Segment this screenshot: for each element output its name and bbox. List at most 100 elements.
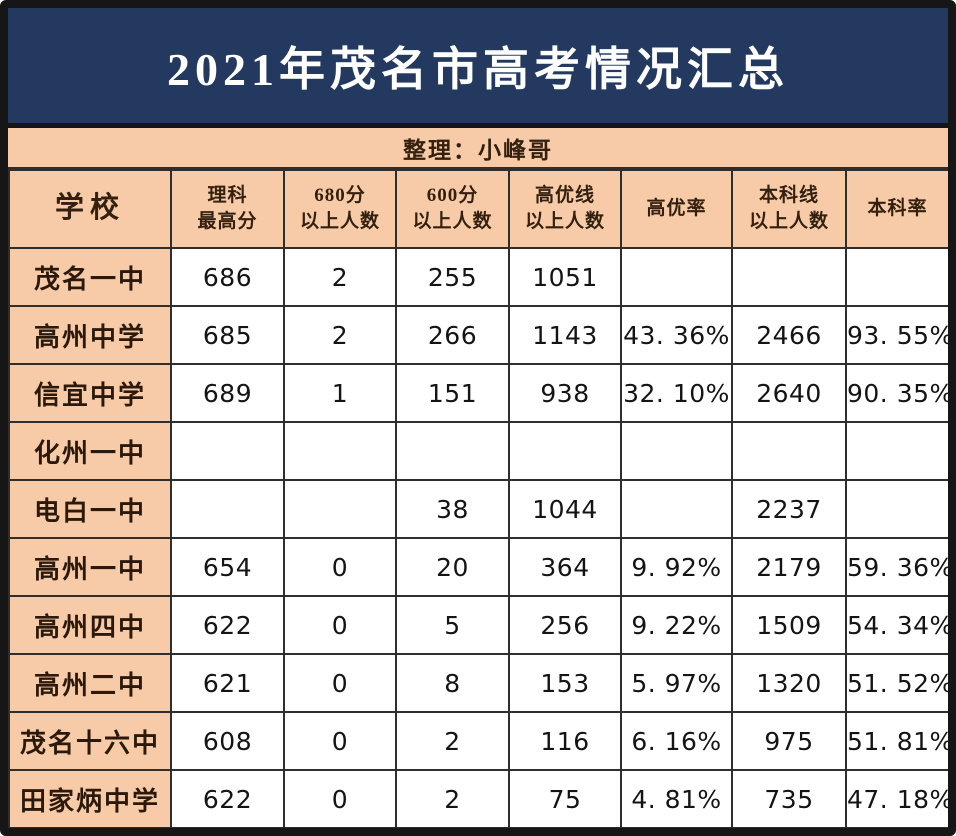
value-cell: 654 bbox=[170, 537, 285, 597]
school-name-cell: 高州中学 bbox=[8, 305, 172, 365]
value-cell: 2179 bbox=[731, 537, 847, 597]
value-cell bbox=[395, 421, 510, 481]
value-cell: 621 bbox=[170, 653, 285, 713]
value-cell bbox=[620, 247, 733, 307]
results-table: 学校 理科 最高分 680分 以上人数 600分 以上人数 高优线 以上人数 高… bbox=[8, 169, 948, 828]
value-cell bbox=[620, 421, 733, 481]
value-cell: 2 bbox=[395, 769, 510, 828]
value-cell: 255 bbox=[395, 247, 510, 307]
value-cell: 266 bbox=[395, 305, 510, 365]
value-cell: 9. 22% bbox=[620, 595, 733, 655]
value-cell: 93. 55% bbox=[845, 305, 948, 365]
school-name-cell: 高州四中 bbox=[8, 595, 172, 655]
value-cell: 1509 bbox=[731, 595, 847, 655]
column-header-priority-rate: 高优率 bbox=[620, 169, 733, 249]
table-row: 茂名十六中 608 0 2 116 6. 16% 975 51. 81% bbox=[8, 711, 948, 771]
value-cell: 153 bbox=[508, 653, 622, 713]
compiler-note: 整理：小峰哥 bbox=[403, 137, 553, 163]
value-cell: 151 bbox=[395, 363, 510, 423]
value-cell: 975 bbox=[731, 711, 847, 771]
column-header-above-600: 600分 以上人数 bbox=[395, 169, 510, 249]
school-name-cell: 化州一中 bbox=[8, 421, 172, 481]
value-cell: 43. 36% bbox=[620, 305, 733, 365]
value-cell: 38 bbox=[395, 479, 510, 539]
column-header-undergrad-rate: 本科率 bbox=[845, 169, 948, 249]
value-cell: 0 bbox=[283, 537, 397, 597]
value-cell: 2237 bbox=[731, 479, 847, 539]
table-row: 高州中学 685 2 266 1143 43. 36% 2466 93. 55% bbox=[8, 305, 948, 365]
value-cell: 51. 81% bbox=[845, 711, 948, 771]
table-row: 电白一中 38 1044 2237 bbox=[8, 479, 948, 539]
table-row: 高州一中 654 0 20 364 9. 92% 2179 59. 36% bbox=[8, 537, 948, 597]
header-row: 学校 理科 最高分 680分 以上人数 600分 以上人数 高优线 以上人数 高… bbox=[8, 169, 948, 249]
value-cell: 735 bbox=[731, 769, 847, 828]
value-cell: 1044 bbox=[508, 479, 622, 539]
column-header-above-undergrad-line: 本科线 以上人数 bbox=[731, 169, 847, 249]
value-cell: 4. 81% bbox=[620, 769, 733, 828]
compiler-row: 整理：小峰哥 bbox=[8, 128, 948, 169]
value-cell: 2 bbox=[283, 247, 397, 307]
value-cell: 2 bbox=[283, 305, 397, 365]
value-cell bbox=[845, 421, 948, 481]
value-cell: 2640 bbox=[731, 363, 847, 423]
value-cell bbox=[731, 247, 847, 307]
value-cell: 622 bbox=[170, 595, 285, 655]
column-header-school: 学校 bbox=[8, 169, 172, 249]
school-name-cell: 高州一中 bbox=[8, 537, 172, 597]
value-cell: 32. 10% bbox=[620, 363, 733, 423]
school-name-cell: 田家炳中学 bbox=[8, 769, 172, 828]
school-name-cell: 高州二中 bbox=[8, 653, 172, 713]
value-cell bbox=[170, 479, 285, 539]
table-row: 化州一中 bbox=[8, 421, 948, 481]
value-cell: 8 bbox=[395, 653, 510, 713]
value-cell bbox=[283, 421, 397, 481]
table-row: 田家炳中学 622 0 2 75 4. 81% 735 47. 18% bbox=[8, 769, 948, 828]
value-cell: 9. 92% bbox=[620, 537, 733, 597]
value-cell: 1320 bbox=[731, 653, 847, 713]
value-cell: 2466 bbox=[731, 305, 847, 365]
table-row: 高州二中 621 0 8 153 5. 97% 1320 51. 52% bbox=[8, 653, 948, 713]
value-cell: 5. 97% bbox=[620, 653, 733, 713]
value-cell: 1143 bbox=[508, 305, 622, 365]
value-cell: 116 bbox=[508, 711, 622, 771]
table-row: 高州四中 622 0 5 256 9. 22% 1509 54. 34% bbox=[8, 595, 948, 655]
value-cell: 5 bbox=[395, 595, 510, 655]
value-cell: 608 bbox=[170, 711, 285, 771]
title-banner: 2021年茂名市高考情况汇总 bbox=[8, 8, 948, 128]
value-cell: 0 bbox=[283, 711, 397, 771]
value-cell: 2 bbox=[395, 711, 510, 771]
column-header-science-top-score: 理科 最高分 bbox=[170, 169, 285, 249]
value-cell: 51. 52% bbox=[845, 653, 948, 713]
value-cell bbox=[845, 479, 948, 539]
column-header-above-priority-line: 高优线 以上人数 bbox=[508, 169, 622, 249]
value-cell: 20 bbox=[395, 537, 510, 597]
value-cell: 47. 18% bbox=[845, 769, 948, 828]
column-header-above-680: 680分 以上人数 bbox=[283, 169, 397, 249]
table-row: 信宜中学 689 1 151 938 32. 10% 2640 90. 35% bbox=[8, 363, 948, 423]
value-cell bbox=[620, 479, 733, 539]
school-name-cell: 茂名一中 bbox=[8, 247, 172, 307]
value-cell: 938 bbox=[508, 363, 622, 423]
value-cell: 6. 16% bbox=[620, 711, 733, 771]
value-cell bbox=[508, 421, 622, 481]
value-cell: 59. 36% bbox=[845, 537, 948, 597]
school-name-cell: 信宜中学 bbox=[8, 363, 172, 423]
value-cell: 686 bbox=[170, 247, 285, 307]
value-cell: 1 bbox=[283, 363, 397, 423]
value-cell: 364 bbox=[508, 537, 622, 597]
value-cell: 256 bbox=[508, 595, 622, 655]
value-cell: 1051 bbox=[508, 247, 622, 307]
value-cell: 685 bbox=[170, 305, 285, 365]
value-cell: 0 bbox=[283, 653, 397, 713]
school-name-cell: 电白一中 bbox=[8, 479, 172, 539]
value-cell: 0 bbox=[283, 769, 397, 828]
value-cell: 622 bbox=[170, 769, 285, 828]
school-name-cell: 茂名十六中 bbox=[8, 711, 172, 771]
page-title: 2021年茂名市高考情况汇总 bbox=[167, 43, 789, 95]
value-cell: 54. 34% bbox=[845, 595, 948, 655]
value-cell: 90. 35% bbox=[845, 363, 948, 423]
value-cell: 689 bbox=[170, 363, 285, 423]
value-cell bbox=[283, 479, 397, 539]
table-row: 茂名一中 686 2 255 1051 bbox=[8, 247, 948, 307]
